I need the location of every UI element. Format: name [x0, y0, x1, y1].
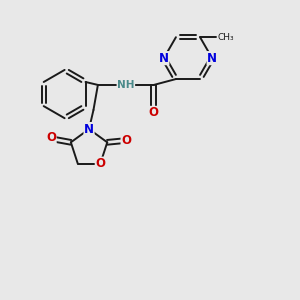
- Text: N: N: [207, 52, 217, 64]
- Text: NH: NH: [117, 80, 135, 90]
- Text: O: O: [121, 134, 131, 147]
- Text: N: N: [159, 52, 169, 64]
- Text: N: N: [84, 123, 94, 136]
- Text: CH₃: CH₃: [218, 33, 234, 42]
- Text: O: O: [46, 131, 56, 144]
- Text: O: O: [95, 157, 105, 170]
- Text: O: O: [149, 106, 159, 119]
